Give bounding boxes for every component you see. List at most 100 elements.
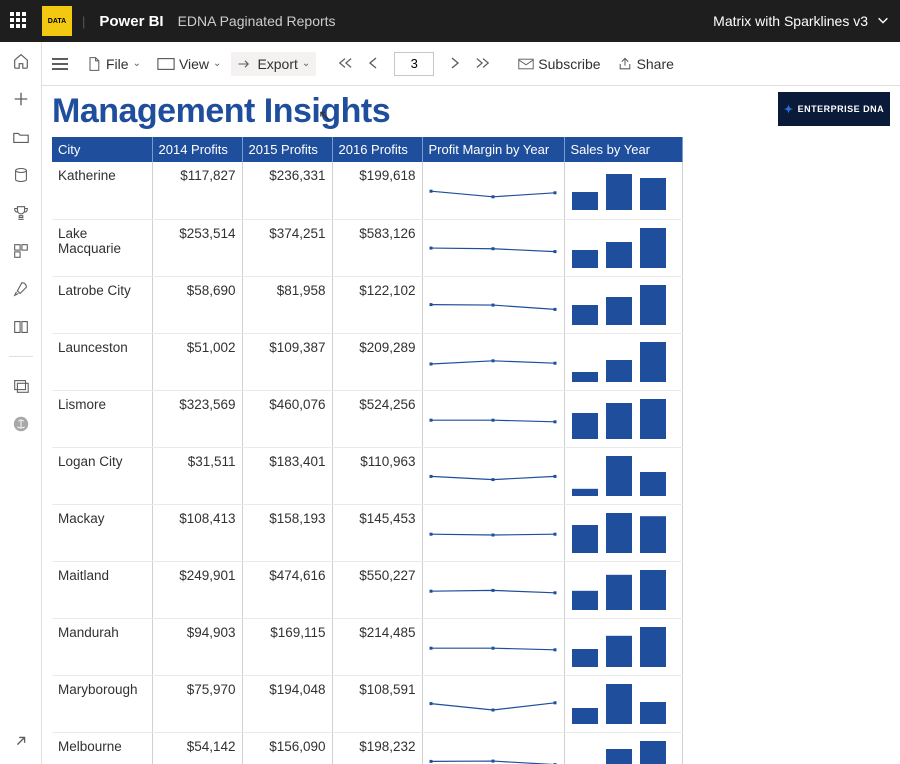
last-page-button[interactable] bbox=[470, 53, 496, 75]
cell-bars bbox=[564, 333, 682, 390]
cell-city: Maitland bbox=[52, 561, 152, 618]
file-icon bbox=[86, 56, 102, 72]
table-row: Maryborough $75,970 $194,048 $108,591 bbox=[52, 675, 682, 732]
share-label: Share bbox=[637, 56, 674, 72]
cell-sparkline bbox=[422, 675, 564, 732]
cell-2015: $183,401 bbox=[242, 447, 332, 504]
cell-sparkline bbox=[422, 732, 564, 764]
sparkline-chart bbox=[427, 694, 559, 718]
plus-icon[interactable] bbox=[12, 90, 30, 108]
mail-icon bbox=[518, 57, 534, 71]
cell-2014: $31,511 bbox=[152, 447, 242, 504]
file-label: File bbox=[106, 56, 129, 72]
sparkline-chart bbox=[427, 352, 559, 376]
table-row: Latrobe City $58,690 $81,958 $122,102 bbox=[52, 276, 682, 333]
workspaces-icon[interactable] bbox=[12, 377, 30, 395]
col-2016: 2016 Profits bbox=[332, 137, 422, 162]
folder-icon[interactable] bbox=[12, 128, 30, 146]
cell-2016: $198,232 bbox=[332, 732, 422, 764]
prev-page-button[interactable] bbox=[362, 53, 384, 75]
open-external-icon[interactable] bbox=[12, 732, 30, 750]
sparkline-chart bbox=[427, 409, 559, 433]
cell-2016: $583,126 bbox=[332, 219, 422, 276]
report-toolbar: File ⌄ View ⌄ Export ⌄ ↖ bbox=[42, 42, 900, 86]
view-icon bbox=[157, 57, 175, 71]
cell-sparkline bbox=[422, 618, 564, 675]
bar-chart bbox=[569, 283, 669, 327]
brand-badge: ✦ ENTERPRISE DNA bbox=[778, 92, 890, 126]
workspace-name[interactable]: EDNA Paginated Reports bbox=[178, 13, 336, 29]
file-menu[interactable]: File ⌄ bbox=[80, 52, 147, 76]
bar-chart bbox=[569, 511, 669, 555]
apps-icon[interactable] bbox=[12, 242, 30, 260]
report-title: Management Insights bbox=[52, 92, 390, 131]
cell-2015: $158,193 bbox=[242, 504, 332, 561]
table-row: Katherine $117,827 $236,331 $199,618 bbox=[52, 162, 682, 219]
bar-chart bbox=[569, 168, 669, 212]
sparkline-chart bbox=[427, 523, 559, 547]
cell-2015: $194,048 bbox=[242, 675, 332, 732]
cell-2016: $524,256 bbox=[332, 390, 422, 447]
cell-bars bbox=[564, 732, 682, 764]
table-header-row: City 2014 Profits 2015 Profits 2016 Prof… bbox=[52, 137, 682, 162]
page-number-input[interactable] bbox=[394, 52, 434, 76]
trophy-icon[interactable] bbox=[12, 204, 30, 222]
circle-icon[interactable] bbox=[12, 415, 30, 433]
export-label: Export bbox=[257, 56, 297, 72]
cell-2014: $108,413 bbox=[152, 504, 242, 561]
col-2015: 2015 Profits bbox=[242, 137, 332, 162]
cell-city: Maryborough bbox=[52, 675, 152, 732]
view-menu[interactable]: View ⌄ bbox=[151, 52, 227, 76]
col-margin: Profit Margin by Year bbox=[422, 137, 564, 162]
cell-2015: $109,387 bbox=[242, 333, 332, 390]
home-icon[interactable] bbox=[12, 52, 30, 70]
sparkline-chart bbox=[427, 637, 559, 661]
cell-city: Melbourne bbox=[52, 732, 152, 764]
table-row: Launceston $51,002 $109,387 $209,289 bbox=[52, 333, 682, 390]
cell-2015: $236,331 bbox=[242, 162, 332, 219]
cell-city: Latrobe City bbox=[52, 276, 152, 333]
cell-bars bbox=[564, 162, 682, 219]
report-canvas: Management Insights ✦ ENTERPRISE DNA Cit… bbox=[42, 86, 900, 764]
database-icon[interactable] bbox=[12, 166, 30, 184]
share-button[interactable]: Share bbox=[611, 52, 680, 76]
cell-2016: $108,591 bbox=[332, 675, 422, 732]
cell-2014: $117,827 bbox=[152, 162, 242, 219]
export-icon bbox=[237, 57, 253, 71]
bar-chart bbox=[569, 625, 669, 669]
cell-2015: $474,616 bbox=[242, 561, 332, 618]
brand-logo: DATA bbox=[42, 6, 72, 36]
view-label: View bbox=[179, 56, 209, 72]
bar-chart bbox=[569, 454, 669, 498]
table-row: Logan City $31,511 $183,401 $110,963 bbox=[52, 447, 682, 504]
bar-chart bbox=[569, 397, 669, 441]
sparkline-chart bbox=[427, 180, 559, 204]
chevron-down-icon: ⌄ bbox=[133, 58, 141, 69]
cell-2014: $94,903 bbox=[152, 618, 242, 675]
report-name: Matrix with Sparklines v3 bbox=[713, 13, 868, 29]
report-switcher[interactable]: Matrix with Sparklines v3 bbox=[713, 13, 890, 30]
table-row: Lake Macquarie $253,514 $374,251 $583,12… bbox=[52, 219, 682, 276]
app-launcher-icon[interactable] bbox=[10, 12, 28, 30]
rocket-icon[interactable] bbox=[12, 280, 30, 298]
cell-2014: $323,569 bbox=[152, 390, 242, 447]
left-nav-rail bbox=[0, 42, 42, 764]
menu-icon[interactable] bbox=[52, 58, 68, 70]
cell-bars bbox=[564, 675, 682, 732]
cell-sparkline bbox=[422, 333, 564, 390]
cell-city: Mandurah bbox=[52, 618, 152, 675]
cell-bars bbox=[564, 618, 682, 675]
sparkline-chart bbox=[427, 580, 559, 604]
next-page-button[interactable] bbox=[444, 53, 466, 75]
subscribe-button[interactable]: Subscribe bbox=[512, 52, 606, 76]
cell-city: Logan City bbox=[52, 447, 152, 504]
cell-2016: $209,289 bbox=[332, 333, 422, 390]
table-row: Mackay $108,413 $158,193 $145,453 bbox=[52, 504, 682, 561]
cell-2015: $460,076 bbox=[242, 390, 332, 447]
first-page-button[interactable] bbox=[332, 53, 358, 75]
cell-city: Katherine bbox=[52, 162, 152, 219]
export-menu[interactable]: Export ⌄ bbox=[231, 52, 316, 76]
cell-2015: $81,958 bbox=[242, 276, 332, 333]
book-icon[interactable] bbox=[12, 318, 30, 336]
col-sales: Sales by Year bbox=[564, 137, 682, 162]
